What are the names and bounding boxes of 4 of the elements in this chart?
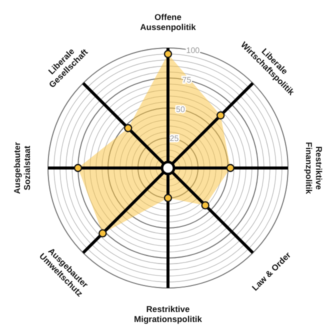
spoke-label: Restriktive Migrationspolitik [134,304,202,324]
spoke-label: Offene Aussenpolitik [140,12,196,32]
spoke-label: Restriktive Finanzpolitik [304,142,324,194]
spoke-label: Ausgebauter Sozialstaat [12,141,32,194]
